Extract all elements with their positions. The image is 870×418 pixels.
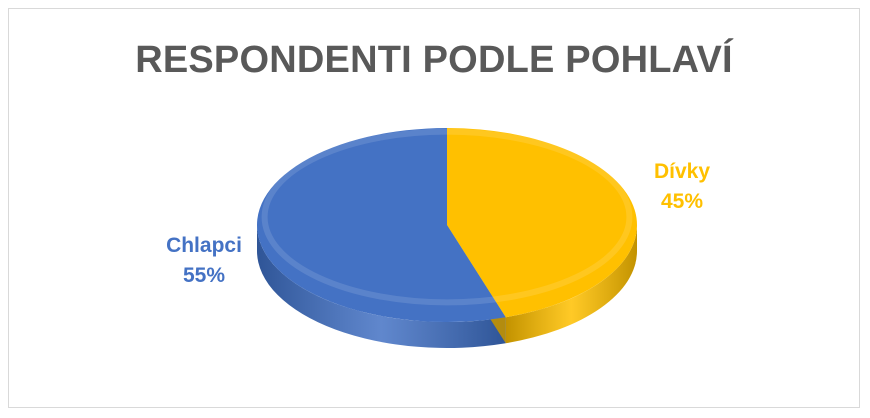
slice-name-divky: Dívky xyxy=(653,160,711,183)
chart-area: RESPONDENTI PODLE POHLAVÍ Dívky 45% Chla… xyxy=(8,8,860,408)
slice-name-chlapci: Chlapci xyxy=(166,234,242,257)
pie-slice-chlapci xyxy=(256,127,506,322)
pie-slice-dívky xyxy=(447,128,637,318)
slice-label-divky: Dívky 45% xyxy=(637,157,727,217)
pie-side-dívky xyxy=(505,225,637,344)
chart-title: RESPONDENTI PODLE POHLAVÍ xyxy=(135,39,733,81)
slice-percent-chlapci: 55% xyxy=(182,264,226,287)
slice-percent-divky: 45% xyxy=(660,190,704,213)
pie-chart xyxy=(256,127,637,348)
pie-highlight xyxy=(261,128,633,306)
pie-side-chlapci xyxy=(257,225,506,348)
slice-label-chlapci: Chlapci 55% xyxy=(149,231,259,291)
